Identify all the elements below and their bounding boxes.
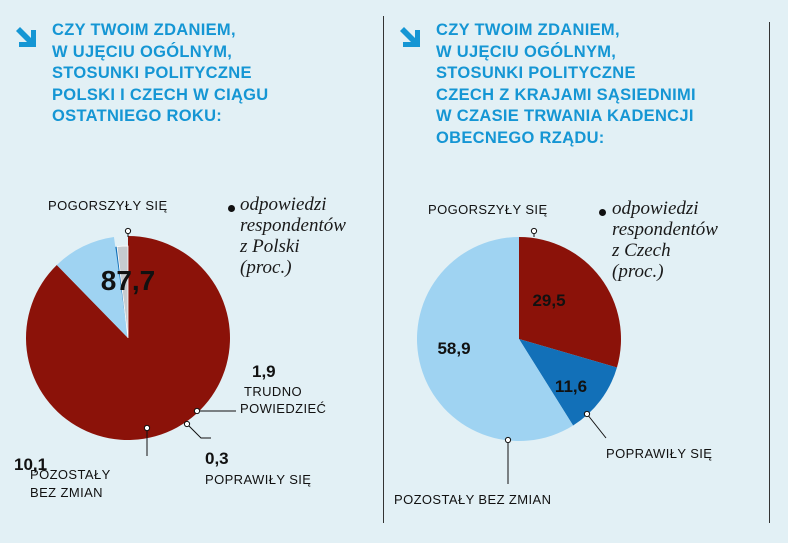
chart-panel-czech: CZY TWOIM ZDANIEM, W UJĘCIU OGÓLNYM, STO…: [384, 0, 770, 543]
slice-category-label: POWIEDZIEĆ: [240, 401, 326, 416]
chart-panel-poland: CZY TWOIM ZDANIEM, W UJĘCIU OGÓLNYM, STO…: [0, 0, 380, 543]
leader-dot: [183, 420, 191, 428]
leader-line: [586, 413, 607, 439]
pie-slice: [519, 237, 622, 368]
chart-note-czech: odpowiedzi respondentów z Czech (proc.): [612, 198, 718, 282]
slice-value-label: 10,1: [14, 455, 47, 474]
leader-dot: [504, 436, 512, 444]
slice-value-label: 0,3: [205, 449, 229, 468]
slice-category-label: TRUDNO: [244, 384, 302, 399]
pie-slice: [56, 236, 128, 338]
slice-category-label: POGORSZYŁY SIĘ: [428, 202, 548, 217]
pie-slice: [519, 339, 617, 426]
panel-divider: [383, 16, 384, 523]
chart-note-poland: odpowiedzi respondentów z Polski (proc.): [240, 194, 346, 278]
pie-slices: [25, 236, 230, 440]
chart-title-czech: CZY TWOIM ZDANIEM, W UJĘCIU OGÓLNYM, STO…: [436, 21, 696, 147]
slice-category-label: POGORSZYŁY SIĘ: [48, 198, 168, 213]
arrow-down-right-icon: [400, 27, 420, 47]
slice-value-label: 1,9: [252, 362, 276, 381]
slice-category-label: POPRAWIŁY SIĘ: [205, 472, 311, 487]
slice-category-label: POPRAWIŁY SIĘ: [606, 446, 712, 461]
chart-title-poland: CZY TWOIM ZDANIEM, W UJĘCIU OGÓLNYM, STO…: [52, 21, 269, 125]
leader-line: [186, 423, 211, 439]
pie-slice: [416, 237, 574, 441]
slice-category-label: POZOSTAŁY BEZ ZMIAN: [394, 492, 551, 507]
legend-bullet-czech: [599, 209, 606, 216]
pie-slices: [416, 237, 622, 441]
slice-category-label: BEZ ZMIAN: [30, 485, 103, 500]
slice-category-label: POZOSTAŁY: [30, 467, 111, 482]
pie-labels: 29,5 POGORSZYŁY SIĘ 11,6 POPRAWIŁY SIĘ 58,9 P…: [394, 202, 712, 507]
leader-dot: [583, 410, 591, 418]
leader-dot: [193, 407, 201, 415]
legend-bullet-poland: [228, 205, 235, 212]
right-edge-divider: [769, 22, 770, 523]
pie-slice: [115, 246, 128, 338]
slice-value-label: 29,5: [532, 291, 565, 310]
slice-value-label: 58,9: [437, 339, 470, 358]
pie-chart-czech: 29,5 POGORSZYŁY SIĘ 11,6 POPRAWIŁY SIĘ 58,9 P…: [394, 202, 712, 507]
pie-slice: [116, 245, 129, 339]
leader-dot: [143, 424, 151, 432]
arrow-down-right-icon: [16, 27, 36, 47]
leader-dot: [530, 227, 538, 235]
slice-value-label: 87,7: [101, 265, 156, 296]
slice-value-label: 11,6: [555, 377, 587, 396]
leader-dot: [124, 227, 132, 235]
